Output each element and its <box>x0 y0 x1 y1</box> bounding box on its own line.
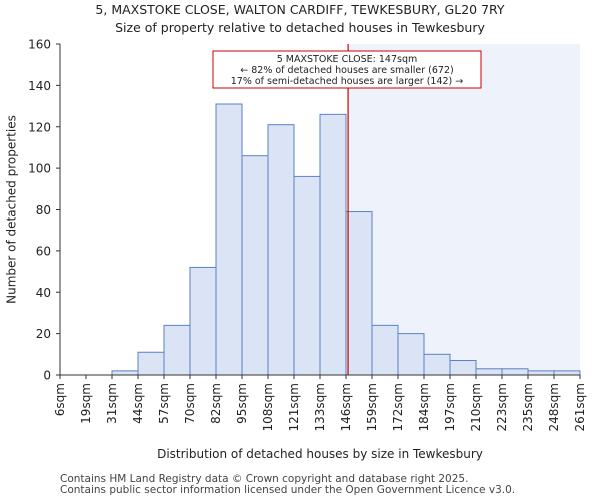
x-tick-label-261sqm: 261sqm <box>573 383 587 431</box>
bar-95sqm <box>241 155 269 376</box>
bar-184sqm <box>423 353 451 376</box>
bar-235sqm <box>527 370 555 376</box>
bar-133sqm <box>319 113 347 376</box>
y-tick-label-80: 80 <box>36 203 51 217</box>
bar-70sqm <box>189 266 217 376</box>
footer-line-1: Contains HM Land Registry data © Crown c… <box>60 473 469 485</box>
x-tick-label-248sqm: 248sqm <box>547 383 561 431</box>
bar-31sqm <box>111 370 139 376</box>
bar-223sqm <box>501 368 529 376</box>
y-tick-label-40: 40 <box>36 286 51 300</box>
annotation-line-3: 17% of semi-detached houses are larger (… <box>231 76 464 87</box>
x-tick-label-70sqm: 70sqm <box>183 383 197 424</box>
y-tick-label-100: 100 <box>28 162 51 176</box>
annotation-line-1: 5 MAXSTOKE CLOSE: 147sqm <box>277 54 418 65</box>
x-tick-label-146sqm: 146sqm <box>339 383 353 431</box>
x-tick-label-223sqm: 223sqm <box>495 383 509 431</box>
bar-248sqm <box>553 370 581 376</box>
bar-159sqm <box>371 324 399 376</box>
bar-121sqm <box>293 175 321 376</box>
bar-146sqm <box>345 211 373 376</box>
x-tick-label-6sqm: 6sqm <box>53 383 67 416</box>
chart-subtitle: Size of property relative to detached ho… <box>115 20 485 35</box>
y-tick-label-20: 20 <box>36 327 51 341</box>
bar-172sqm <box>397 333 425 376</box>
x-tick-label-133sqm: 133sqm <box>313 383 327 431</box>
bar-197sqm <box>449 360 477 376</box>
x-tick-label-184sqm: 184sqm <box>417 383 431 431</box>
y-axis-label: Number of detached properties <box>5 115 19 304</box>
x-tick-label-235sqm: 235sqm <box>521 383 535 431</box>
chart-title: 5, MAXSTOKE CLOSE, WALTON CARDIFF, TEWKE… <box>95 2 505 17</box>
y-tick-label-60: 60 <box>36 244 51 258</box>
x-tick-label-210sqm: 210sqm <box>469 383 483 431</box>
x-tick-label-19sqm: 19sqm <box>79 383 93 424</box>
footer-line-2: Contains public sector information licen… <box>60 484 516 496</box>
annotation-box <box>212 50 482 89</box>
bar-108sqm <box>267 124 295 376</box>
y-tick-label-0: 0 <box>43 369 51 383</box>
larger-region-shade <box>348 44 580 375</box>
x-tick-label-121sqm: 121sqm <box>287 383 301 431</box>
x-tick-label-82sqm: 82sqm <box>209 383 223 424</box>
x-tick-label-57sqm: 57sqm <box>157 383 171 424</box>
x-tick-label-95sqm: 95sqm <box>235 383 249 424</box>
x-tick-label-159sqm: 159sqm <box>365 383 379 431</box>
bar-57sqm <box>163 324 191 376</box>
y-tick-label-160: 160 <box>28 38 51 52</box>
x-tick-label-44sqm: 44sqm <box>131 383 145 424</box>
x-tick-label-172sqm: 172sqm <box>391 383 405 431</box>
y-tick-label-140: 140 <box>28 79 51 93</box>
bar-82sqm <box>215 103 243 376</box>
y-tick-label-120: 120 <box>28 120 51 134</box>
bar-210sqm <box>475 368 503 376</box>
x-tick-label-197sqm: 197sqm <box>443 383 457 431</box>
x-axis-label: Distribution of detached houses by size … <box>157 447 483 461</box>
x-tick-label-31sqm: 31sqm <box>105 383 119 424</box>
bar-44sqm <box>137 351 165 376</box>
x-tick-label-108sqm: 108sqm <box>261 383 275 431</box>
annotation-line-2: ← 82% of detached houses are smaller (67… <box>240 65 453 76</box>
